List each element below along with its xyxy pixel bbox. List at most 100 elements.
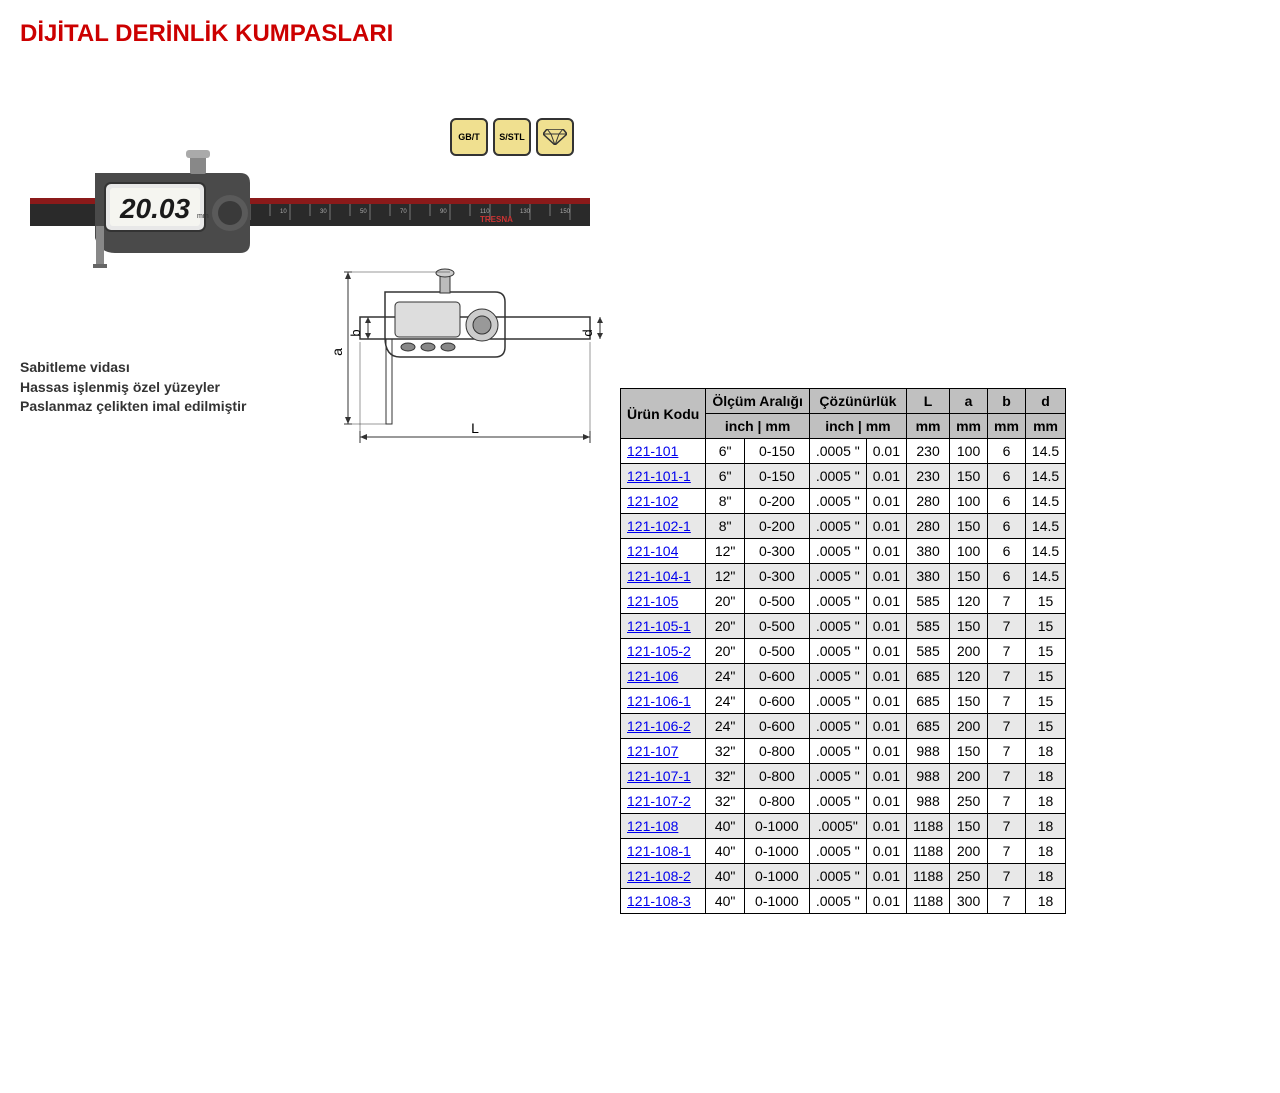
cell-res_mm: 0.01 <box>866 839 906 864</box>
cell-L: 230 <box>907 439 950 464</box>
cell-L: 380 <box>907 564 950 589</box>
cell-res_in: .0005 " <box>809 789 866 814</box>
product-code-link[interactable]: 121-107-1 <box>627 768 691 784</box>
table-row: 121-1016"0-150.0005 "0.01230100614.5 <box>621 439 1066 464</box>
cell-L: 988 <box>907 789 950 814</box>
cell-a: 100 <box>950 489 988 514</box>
cell-d: 18 <box>1025 839 1065 864</box>
cell-res_in: .0005 " <box>809 839 866 864</box>
product-code-link[interactable]: 121-101 <box>627 443 678 459</box>
product-code-link[interactable]: 121-104-1 <box>627 568 691 584</box>
table-row: 121-102-18"0-200.0005 "0.01280150614.5 <box>621 514 1066 539</box>
cell-inch: 20" <box>706 589 745 614</box>
svg-text:90: 90 <box>440 209 447 215</box>
left-column: 10 30 50 70 90 110 130 150 TRESNA 20.03 … <box>20 68 620 417</box>
cell-res_mm: 0.01 <box>866 789 906 814</box>
product-code-link[interactable]: 121-108-2 <box>627 868 691 884</box>
product-code-link[interactable]: 121-104 <box>627 543 678 559</box>
product-code-link[interactable]: 121-105-1 <box>627 618 691 634</box>
cell-a: 200 <box>950 639 988 664</box>
cell-mm: 0-500 <box>744 589 809 614</box>
cell-res_mm: 0.01 <box>866 889 906 914</box>
cell-b: 6 <box>988 514 1026 539</box>
table-row: 121-1028"0-200.0005 "0.01280100614.5 <box>621 489 1066 514</box>
cell-res_mm: 0.01 <box>866 589 906 614</box>
product-code-link[interactable]: 121-106 <box>627 668 678 684</box>
cell-L: 230 <box>907 464 950 489</box>
cell-a: 150 <box>950 614 988 639</box>
page-title: DİJİTAL DERİNLİK KUMPASLARI <box>20 20 1260 48</box>
cell-b: 6 <box>988 564 1026 589</box>
certification-badges: GB/T S/STL <box>450 118 574 156</box>
cell-d: 15 <box>1025 639 1065 664</box>
product-code-link[interactable]: 121-102-1 <box>627 518 691 534</box>
cell-inch: 32" <box>706 764 745 789</box>
cell-a: 100 <box>950 439 988 464</box>
cell-inch: 20" <box>706 614 745 639</box>
badge-gbt: GB/T <box>450 118 488 156</box>
badge-diamond <box>536 118 574 156</box>
cell-res_in: .0005 " <box>809 539 866 564</box>
product-code-link[interactable]: 121-108-1 <box>627 843 691 859</box>
product-code-link[interactable]: 121-102 <box>627 493 678 509</box>
cell-res_mm: 0.01 <box>866 764 906 789</box>
product-code-link[interactable]: 121-108-3 <box>627 893 691 909</box>
product-code-link[interactable]: 121-106-2 <box>627 718 691 734</box>
cell-a: 150 <box>950 564 988 589</box>
cell-mm: 0-800 <box>744 789 809 814</box>
cell-b: 7 <box>988 814 1026 839</box>
cell-mm: 0-500 <box>744 614 809 639</box>
cell-res_in: .0005 " <box>809 439 866 464</box>
cell-code: 121-108-2 <box>621 864 706 889</box>
svg-text:a: a <box>330 348 345 356</box>
cell-code: 121-101-1 <box>621 464 706 489</box>
cell-a: 300 <box>950 889 988 914</box>
cell-d: 15 <box>1025 589 1065 614</box>
cell-mm: 0-1000 <box>744 814 809 839</box>
cell-L: 585 <box>907 614 950 639</box>
cell-L: 1188 <box>907 814 950 839</box>
table-row: 121-105-120"0-500.0005 "0.01585150715 <box>621 614 1066 639</box>
product-code-link[interactable]: 121-105 <box>627 593 678 609</box>
product-code-link[interactable]: 121-101-1 <box>627 468 691 484</box>
cell-L: 685 <box>907 714 950 739</box>
svg-text:130: 130 <box>520 209 531 215</box>
svg-text:d: d <box>580 329 595 336</box>
product-code-link[interactable]: 121-106-1 <box>627 693 691 709</box>
cell-a: 150 <box>950 514 988 539</box>
cell-d: 18 <box>1025 739 1065 764</box>
cell-inch: 32" <box>706 789 745 814</box>
th-L: L <box>907 389 950 414</box>
cell-b: 7 <box>988 639 1026 664</box>
th-resolution: Çözünürlük <box>809 389 906 414</box>
cell-res_in: .0005 " <box>809 489 866 514</box>
cell-a: 250 <box>950 864 988 889</box>
cell-L: 585 <box>907 589 950 614</box>
cell-b: 7 <box>988 614 1026 639</box>
cell-a: 200 <box>950 839 988 864</box>
cell-code: 121-108-3 <box>621 889 706 914</box>
main-content: 10 30 50 70 90 110 130 150 TRESNA 20.03 … <box>20 68 1260 914</box>
product-code-link[interactable]: 121-105-2 <box>627 643 691 659</box>
cell-res_mm: 0.01 <box>866 539 906 564</box>
cell-inch: 40" <box>706 839 745 864</box>
cell-res_mm: 0.01 <box>866 564 906 589</box>
cell-code: 121-106 <box>621 664 706 689</box>
table-row: 121-10412"0-300.0005 "0.01380100614.5 <box>621 539 1066 564</box>
table-body: 121-1016"0-150.0005 "0.01230100614.5121-… <box>621 439 1066 914</box>
cell-b: 7 <box>988 589 1026 614</box>
cell-inch: 8" <box>706 489 745 514</box>
cell-mm: 0-800 <box>744 739 809 764</box>
product-code-link[interactable]: 121-107 <box>627 743 678 759</box>
product-code-link[interactable]: 121-107-2 <box>627 793 691 809</box>
cell-code: 121-104-1 <box>621 564 706 589</box>
cell-res_mm: 0.01 <box>866 489 906 514</box>
th-b-unit: mm <box>988 414 1026 439</box>
cell-code: 121-105-1 <box>621 614 706 639</box>
cell-L: 988 <box>907 739 950 764</box>
th-range: Ölçüm Aralığı <box>706 389 810 414</box>
product-code-link[interactable]: 121-108 <box>627 818 678 834</box>
cell-res_mm: 0.01 <box>866 664 906 689</box>
table-row: 121-10840"0-1000.0005"0.011188150718 <box>621 814 1066 839</box>
cell-code: 121-104 <box>621 539 706 564</box>
